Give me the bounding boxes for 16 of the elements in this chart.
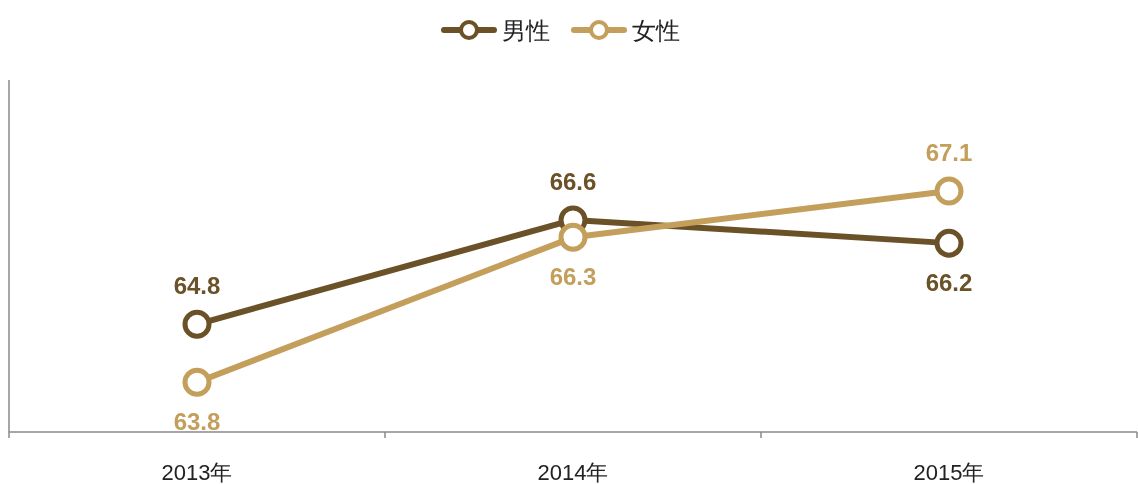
data-label: 64.8 (173, 272, 221, 300)
data-label: 66.3 (549, 263, 597, 291)
data-label: 66.2 (925, 269, 973, 297)
x-tick-label: 2013年 (161, 460, 233, 484)
point (558, 222, 588, 252)
legend-label: 男性 (502, 17, 550, 44)
x-tick-label: 2014年 (537, 460, 609, 484)
legend-label: 女性 (632, 17, 680, 44)
point (934, 176, 964, 206)
data-label: 67.1 (925, 138, 973, 166)
data-label: 66.6 (549, 167, 597, 195)
point (182, 367, 212, 397)
x-tick-label: 2015年 (913, 460, 985, 484)
point (934, 228, 964, 258)
point (182, 309, 212, 339)
data-label: 63.8 (173, 408, 221, 436)
